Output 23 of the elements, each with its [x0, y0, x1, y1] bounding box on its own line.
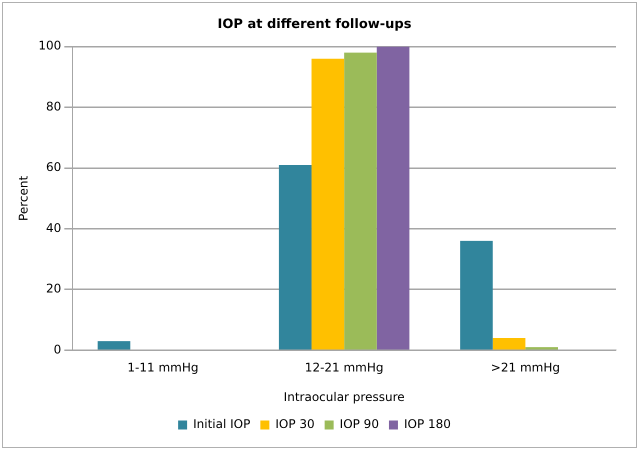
bar	[376, 46, 410, 350]
legend-label: IOP 90	[340, 417, 379, 432]
bar	[278, 165, 312, 350]
y-axis-title: Percent	[16, 176, 30, 221]
bar	[312, 58, 344, 350]
x-tick-label: >21 mmHg	[490, 360, 560, 375]
y-tick-label: 20	[46, 282, 62, 296]
y-tick-label: 0	[54, 342, 62, 356]
legend-label: IOP 30	[275, 417, 315, 432]
x-axis-title: Intraocular pressure	[284, 390, 405, 404]
y-tick-label: 100	[38, 38, 62, 53]
y-tick-label: 40	[46, 220, 62, 235]
chart-title: IOP at different follow-ups	[218, 17, 412, 32]
y-tick-label: 60	[46, 160, 62, 174]
y-tick-label: 80	[46, 99, 62, 114]
legend-label: IOP 180	[404, 417, 451, 432]
bar	[460, 240, 493, 350]
bar	[492, 338, 526, 350]
bar	[344, 52, 377, 350]
legend-label: Initial IOP	[193, 417, 250, 432]
bar	[98, 341, 130, 350]
x-tick-label: 1-11 mmHg	[127, 360, 198, 375]
x-tick-label: 12-21 mmHg	[304, 360, 384, 375]
